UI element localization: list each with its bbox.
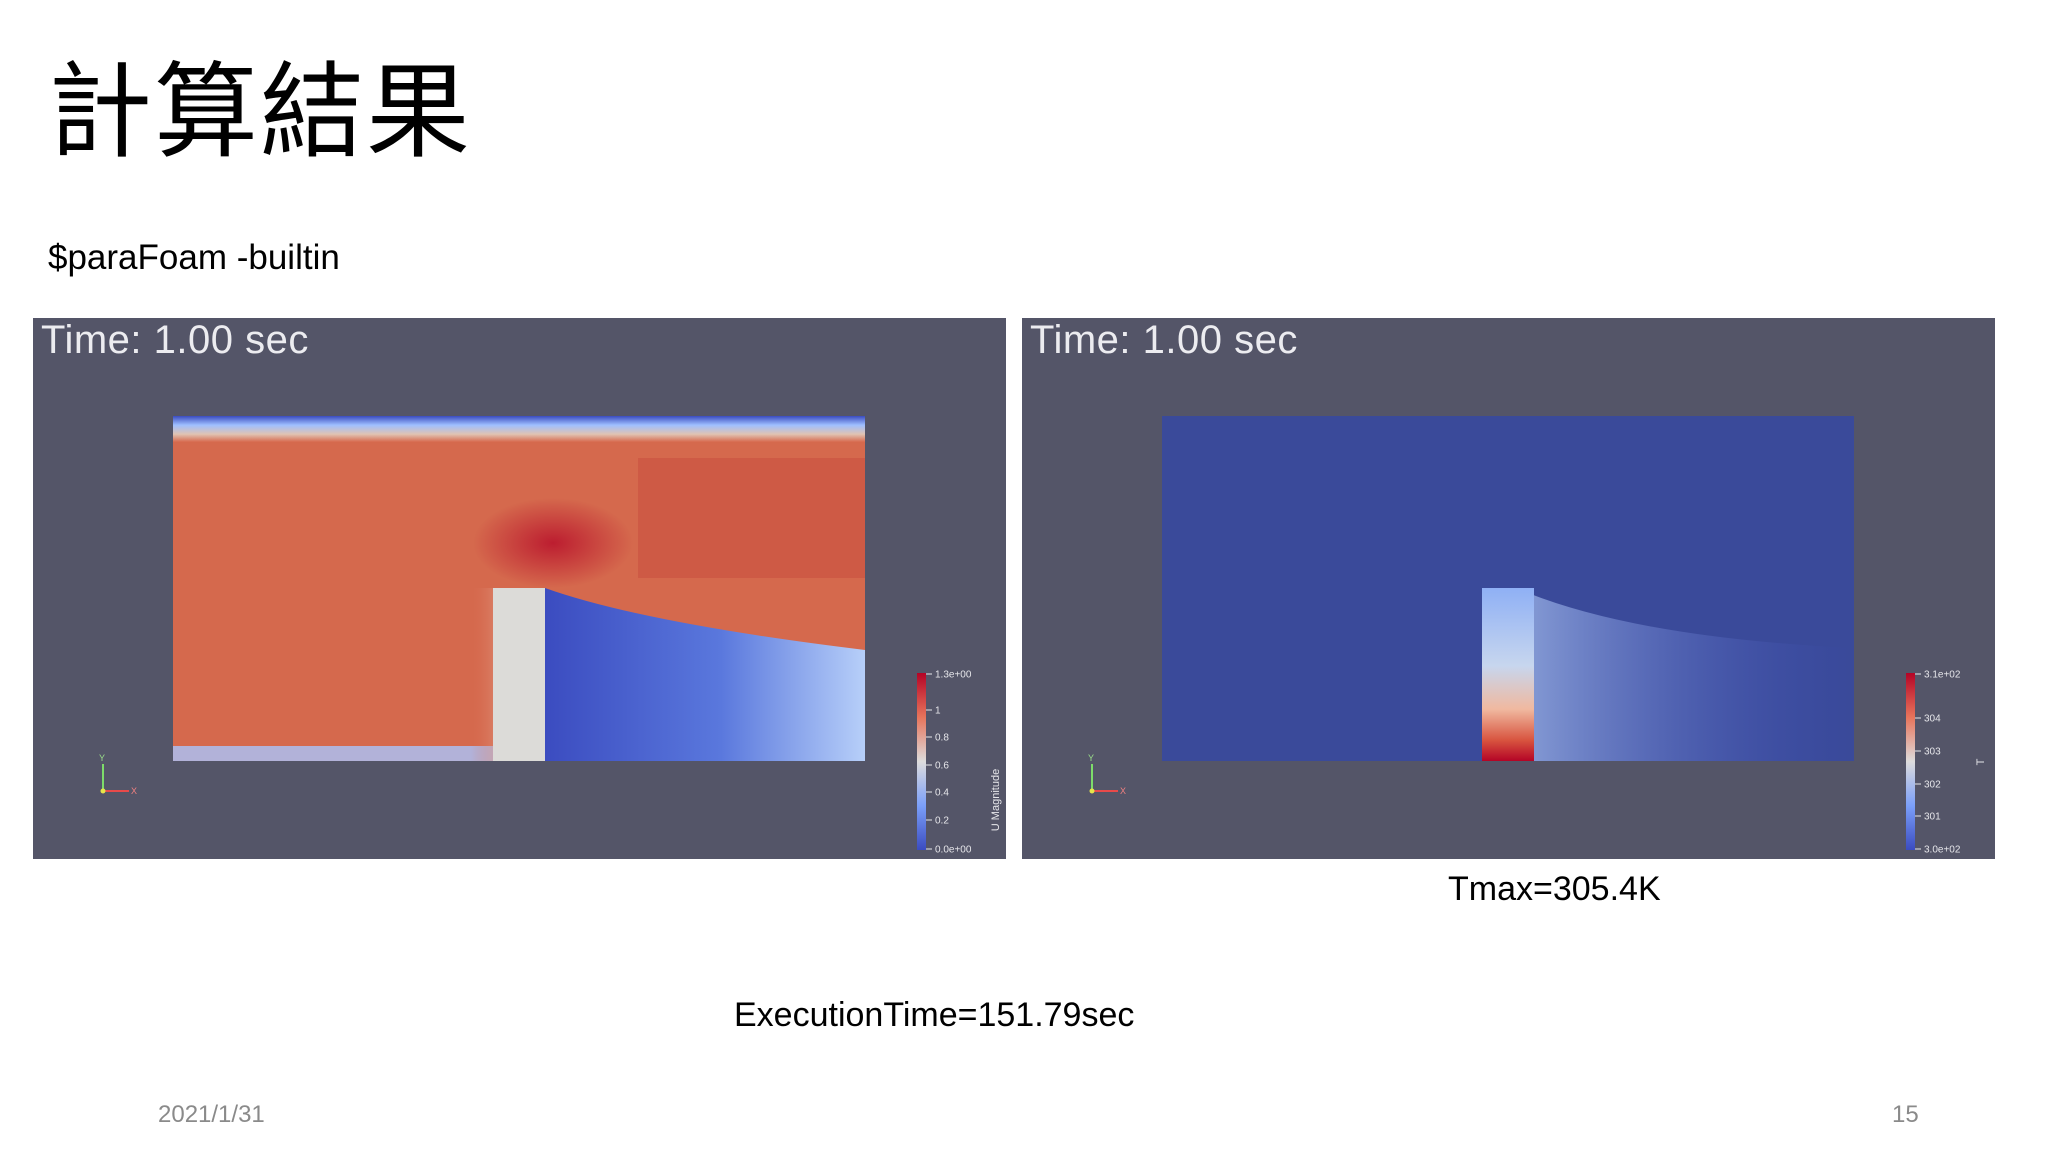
time-label: Time: 1.00 sec <box>1030 318 1298 362</box>
y-axis-label: Y <box>1088 753 1094 763</box>
wake-region <box>545 588 865 761</box>
temperature-field-render: Y X 3.1e+02 304 303 302 301 3.0e+02 T <box>1088 416 1987 856</box>
obstacle <box>493 588 545 761</box>
tmax-caption: Tmax=305.4K <box>1448 870 1661 908</box>
colorbar-tick-label: 301 <box>1924 812 1941 823</box>
colorbar-tick-label: 0.8 <box>935 733 949 744</box>
slide-date: 2021/1/31 <box>158 1101 265 1128</box>
colorbar-tick-label: 1 <box>935 706 941 717</box>
heated-obstacle <box>1482 588 1534 761</box>
command-text: $paraFoam -builtin <box>48 238 340 277</box>
colorbar-tick-label: 302 <box>1924 780 1941 791</box>
execution-time-caption: ExecutionTime=151.79sec <box>734 996 1135 1034</box>
colorbar-tick-label: 3.1e+02 <box>1924 670 1961 681</box>
orientation-axes: Y X <box>1088 753 1126 796</box>
velocity-field-render: Y X 1.3e+00 1 0.8 0.6 0.4 0.2 0.0e+00 U Magnit… <box>99 416 1002 856</box>
colorbar-tick-label: 0.0e+00 <box>935 845 972 856</box>
temperature-result-image: Y X 3.1e+02 304 303 302 301 3.0e+02 T Time: 1… <box>1022 318 1995 859</box>
colorbar-title: T <box>1975 758 1987 765</box>
thermal-plume <box>1528 593 1854 761</box>
x-axis-label: X <box>1120 786 1126 796</box>
colorbar-tick-label: 3.0e+02 <box>1924 845 1961 856</box>
velocity-colorbar: 1.3e+00 1 0.8 0.6 0.4 0.2 0.0e+00 U Magnitude <box>917 670 1002 856</box>
temperature-colorbar: 3.1e+02 304 303 302 301 3.0e+02 T <box>1906 670 1987 856</box>
colorbar-gradient <box>1906 673 1915 850</box>
colorbar-tick-label: 0.2 <box>935 816 949 827</box>
time-label: Time: 1.00 sec <box>41 318 309 362</box>
upper-wall-layer <box>173 416 865 442</box>
colorbar-tick-label: 1.3e+00 <box>935 670 972 681</box>
slide-title: 計算結果 <box>48 51 473 173</box>
page-number: 15 <box>1892 1101 1919 1128</box>
colorbar-gradient <box>917 673 926 850</box>
colorbar-tick-label: 304 <box>1924 714 1941 725</box>
colorbar-tick-label: 0.4 <box>935 788 949 799</box>
x-axis-label: X <box>131 786 137 796</box>
colorbar-tick-label: 0.6 <box>935 761 949 772</box>
velocity-result-image: Y X 1.3e+00 1 0.8 0.6 0.4 0.2 0.0e+00 U Magnit… <box>33 318 1006 859</box>
orientation-axes: Y X <box>99 753 137 796</box>
colorbar-tick-label: 303 <box>1924 747 1941 758</box>
acceleration-zone <box>473 498 633 588</box>
y-axis-label: Y <box>99 753 105 763</box>
colorbar-title: U Magnitude <box>990 769 1002 831</box>
